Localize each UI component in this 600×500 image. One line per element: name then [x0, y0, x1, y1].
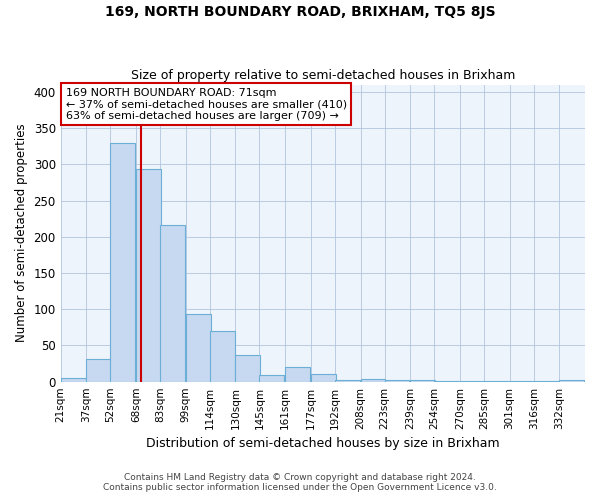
Bar: [460, 381, 485, 382]
Bar: [361, 379, 385, 382]
Bar: [86, 359, 111, 382]
Bar: [509, 381, 535, 382]
Bar: [434, 381, 459, 382]
Bar: [385, 380, 409, 382]
Bar: [160, 225, 185, 382]
Bar: [311, 374, 335, 382]
Bar: [533, 381, 559, 382]
Text: Contains HM Land Registry data © Crown copyright and database right 2024.
Contai: Contains HM Land Registry data © Crown c…: [103, 473, 497, 492]
Y-axis label: Number of semi-detached properties: Number of semi-detached properties: [15, 124, 28, 342]
Bar: [136, 170, 161, 382]
Bar: [410, 380, 435, 382]
Bar: [335, 380, 360, 382]
X-axis label: Distribution of semi-detached houses by size in Brixham: Distribution of semi-detached houses by …: [146, 437, 500, 450]
Bar: [110, 142, 135, 382]
Bar: [259, 375, 284, 382]
Title: Size of property relative to semi-detached houses in Brixham: Size of property relative to semi-detach…: [131, 69, 515, 82]
Text: 169, NORTH BOUNDARY ROAD, BRIXHAM, TQ5 8JS: 169, NORTH BOUNDARY ROAD, BRIXHAM, TQ5 8…: [104, 5, 496, 19]
Bar: [61, 378, 86, 382]
Bar: [285, 367, 310, 382]
Bar: [559, 380, 584, 382]
Bar: [484, 381, 509, 382]
Bar: [186, 314, 211, 382]
Bar: [235, 355, 260, 382]
Text: 169 NORTH BOUNDARY ROAD: 71sqm
← 37% of semi-detached houses are smaller (410)
6: 169 NORTH BOUNDARY ROAD: 71sqm ← 37% of …: [66, 88, 347, 120]
Bar: [210, 331, 235, 382]
